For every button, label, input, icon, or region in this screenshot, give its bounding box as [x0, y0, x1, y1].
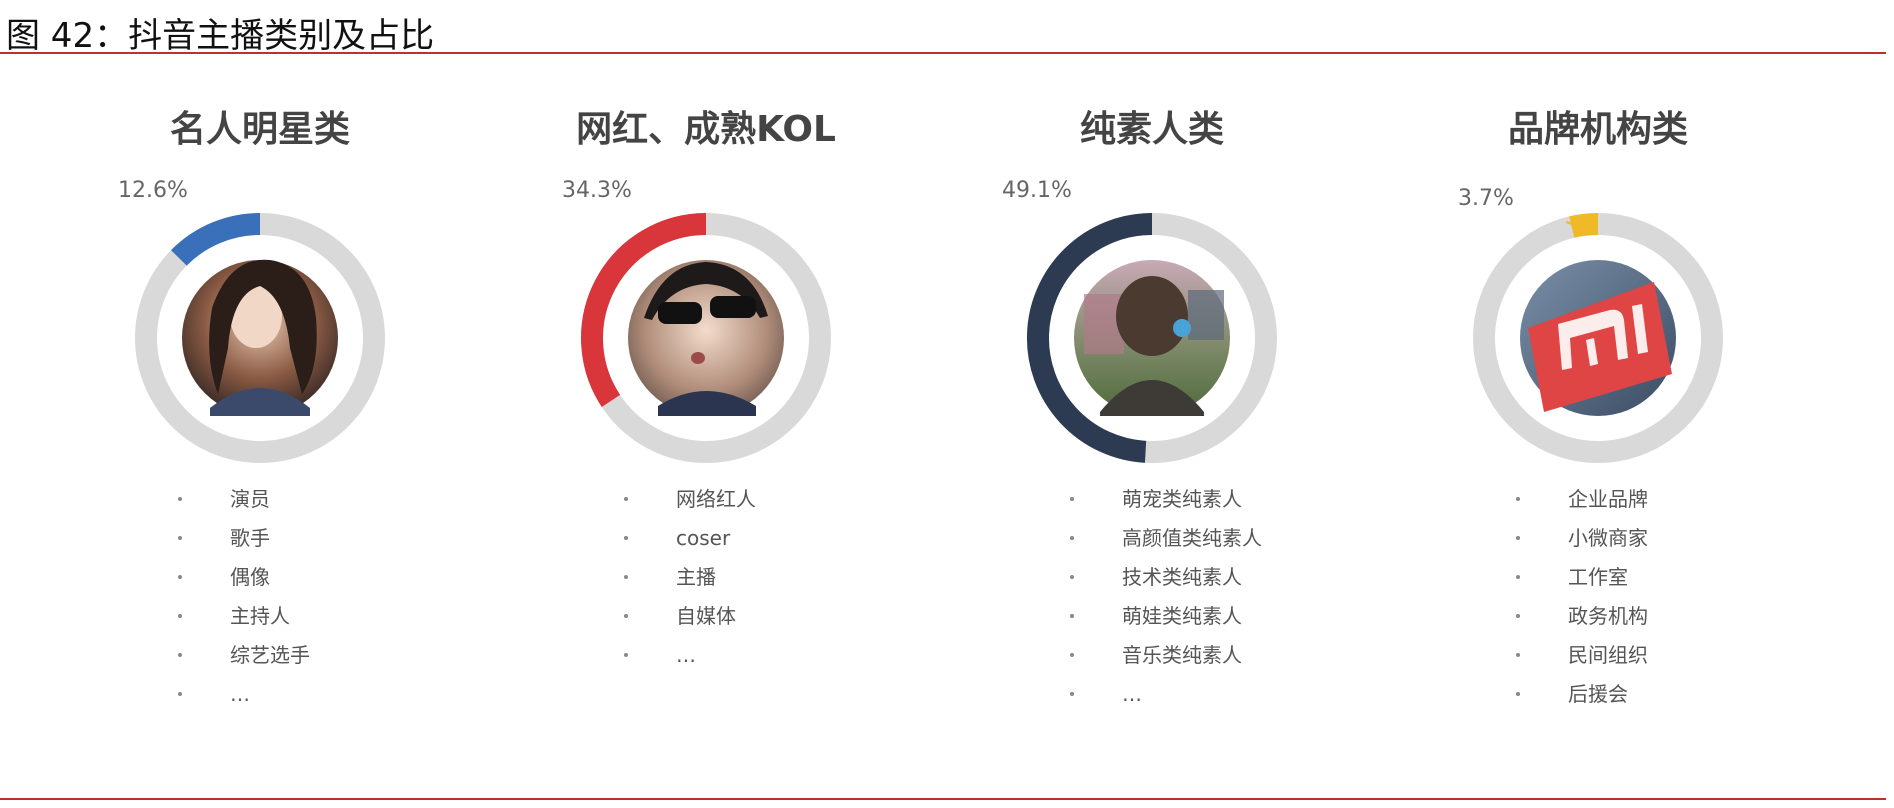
panel-ordinary: 纯素人类 49.1% 萌宠类 — [922, 60, 1382, 760]
panel-title: 网红、成熟KOL — [576, 109, 836, 150]
bullet — [178, 536, 182, 540]
list-item: 自媒体 — [476, 597, 936, 636]
list-item: 音乐类纯素人 — [922, 636, 1382, 675]
bullet — [1070, 497, 1074, 501]
figure-title: 图 42：抖音主播类别及占比 — [6, 16, 435, 56]
list-item: 技术类纯素人 — [922, 558, 1382, 597]
bullet — [1516, 536, 1520, 540]
celebrity-portrait-icon — [182, 259, 338, 416]
list-item: 工作室 — [1368, 558, 1828, 597]
list-item: 企业品牌 — [1368, 480, 1828, 519]
list-item: 萌娃类纯素人 — [922, 597, 1382, 636]
bullet — [624, 536, 628, 540]
bullet — [178, 614, 182, 618]
list-item: 高颜值类纯素人 — [922, 519, 1382, 558]
donut-slice — [581, 213, 707, 407]
panel-title: 纯素人类 — [1079, 109, 1224, 150]
list-item: 政务机构 — [1368, 597, 1828, 636]
list-item: 民间组织 — [1368, 636, 1828, 675]
panel-title: 品牌机构类 — [1507, 109, 1688, 150]
donut-slice — [1569, 213, 1599, 238]
list-item: … — [476, 636, 936, 675]
bullet — [624, 614, 628, 618]
panel-kol: 网红、成熟KOL 34.3% — [476, 60, 936, 760]
label-leader-line — [1565, 221, 1585, 229]
bullet — [1516, 575, 1520, 579]
panel-celebrity: 名人明星类 12.6% 演员 歌手 偶像 — [30, 60, 490, 760]
percentage-label: 3.7% — [1458, 186, 1514, 211]
bullet — [1516, 692, 1520, 696]
category-list: 萌宠类纯素人 高颜值类纯素人 技术类纯素人 萌娃类纯素人 音乐类纯素人 … — [922, 480, 1382, 714]
chart-panels: 名人明星类 12.6% 演员 歌手 偶像 — [30, 60, 1870, 760]
list-item: 主持人 — [30, 597, 490, 636]
category-list: 企业品牌 小微商家 工作室 政务机构 民间组织 后援会 — [1368, 480, 1828, 714]
list-item: … — [922, 675, 1382, 714]
bullet — [1070, 614, 1074, 618]
bullet — [624, 575, 628, 579]
category-list: 网络红人 coser 主播 自媒体 … — [476, 480, 936, 675]
donut-chart — [581, 213, 831, 463]
donut-chart — [135, 213, 385, 463]
bottom-rule — [0, 798, 1886, 800]
list-item: 后援会 — [1368, 675, 1828, 714]
list-item: 偶像 — [30, 558, 490, 597]
bullet — [178, 497, 182, 501]
panel-brand: 品牌机构类 3.7% 企业品牌 小微商家 — [1368, 60, 1828, 760]
bullet — [1516, 614, 1520, 618]
bullet — [624, 653, 628, 657]
list-item: 综艺选手 — [30, 636, 490, 675]
percentage-label: 49.1% — [1002, 178, 1072, 203]
bullet — [1516, 497, 1520, 501]
ordinary-person-icon — [1074, 260, 1230, 416]
list-item: 主播 — [476, 558, 936, 597]
influencer-sunglasses-icon — [628, 260, 784, 416]
bullet — [1070, 653, 1074, 657]
xiaomi-logo-icon — [1520, 260, 1676, 416]
category-list: 演员 歌手 偶像 主持人 综艺选手 … — [30, 480, 490, 714]
bullet — [1070, 575, 1074, 579]
bullet — [1070, 692, 1074, 696]
list-item: coser — [476, 519, 936, 558]
bullet — [1516, 653, 1520, 657]
list-item: 小微商家 — [1368, 519, 1828, 558]
panel-title: 名人明星类 — [169, 109, 350, 150]
list-item: … — [30, 675, 490, 714]
bullet — [178, 653, 182, 657]
donut-slice — [171, 213, 261, 266]
bullet — [1070, 536, 1074, 540]
list-item: 演员 — [30, 480, 490, 519]
percentage-label: 34.3% — [562, 178, 632, 203]
donut-slice — [1027, 213, 1153, 463]
donut-chart — [1473, 213, 1723, 463]
donut-chart — [1027, 213, 1277, 463]
bullet — [178, 692, 182, 696]
top-rule — [0, 52, 1886, 54]
list-item: 萌宠类纯素人 — [922, 480, 1382, 519]
list-item: 网络红人 — [476, 480, 936, 519]
bullet — [178, 575, 182, 579]
list-item: 歌手 — [30, 519, 490, 558]
percentage-label: 12.6% — [118, 178, 188, 203]
bullet — [624, 497, 628, 501]
